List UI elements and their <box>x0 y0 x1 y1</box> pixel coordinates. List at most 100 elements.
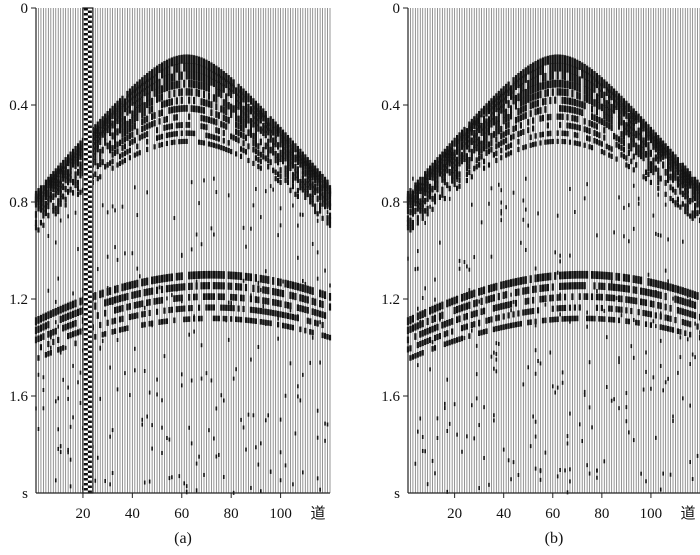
noisy-trace-cell <box>87 10 92 13</box>
noisy-trace-cell <box>87 90 92 93</box>
noisy-trace-cell <box>87 220 92 223</box>
noisy-trace-cell <box>87 140 92 143</box>
noisy-trace-cell <box>83 248 88 251</box>
noisy-trace-cell <box>87 380 92 383</box>
noisy-trace-cell <box>83 48 88 51</box>
noisy-trace-cell <box>83 28 88 31</box>
panel-label: (b) <box>545 530 564 547</box>
noisy-trace-cell <box>83 358 88 361</box>
noisy-trace-cell <box>87 430 92 433</box>
noisy-trace-cell <box>87 400 92 403</box>
noisy-trace-cell <box>83 243 88 246</box>
noisy-trace-cell <box>87 435 92 438</box>
noisy-trace-cell <box>83 473 88 476</box>
noisy-trace-cell <box>87 55 92 58</box>
noisy-trace-cell <box>83 308 88 311</box>
noisy-trace-cell <box>87 350 92 353</box>
noisy-trace-cell <box>83 263 88 266</box>
noisy-trace-cell <box>83 288 88 291</box>
noisy-trace-cell <box>87 450 92 453</box>
noisy-trace-cell <box>83 423 88 426</box>
noisy-trace-cell <box>87 405 92 408</box>
noisy-trace-cell <box>87 110 92 113</box>
noisy-trace-cell <box>83 138 88 141</box>
noisy-trace-cell <box>83 153 88 156</box>
noisy-trace-cell <box>83 383 88 386</box>
noisy-trace-cell <box>83 63 88 66</box>
noisy-trace-cell <box>87 310 92 313</box>
noisy-trace-cell <box>83 208 88 211</box>
x-tick-label: 40 <box>496 506 511 522</box>
noisy-trace-cell <box>83 283 88 286</box>
noisy-trace-cell <box>87 195 92 198</box>
noisy-trace-cell <box>87 15 92 18</box>
noisy-trace-cell <box>87 105 92 108</box>
x-tick-label: 100 <box>640 506 663 522</box>
noisy-trace-cell <box>87 455 92 458</box>
y-unit-label: s <box>394 486 400 502</box>
noisy-trace-cell <box>87 250 92 253</box>
noisy-trace-cell <box>87 85 92 88</box>
noisy-trace-cell <box>83 173 88 176</box>
noisy-trace-cell <box>87 135 92 138</box>
noisy-trace-cell <box>87 335 92 338</box>
noisy-trace-cell <box>83 178 88 181</box>
noisy-trace-cell <box>83 293 88 296</box>
noisy-trace-cell <box>87 190 92 193</box>
x-tick-label: 40 <box>125 506 140 522</box>
noisy-trace-cell <box>83 33 88 36</box>
noisy-trace-cell <box>83 223 88 226</box>
noisy-trace-cell <box>87 45 92 48</box>
noisy-trace-cell <box>83 323 88 326</box>
noisy-trace-cell <box>87 470 92 473</box>
noisy-trace-cell <box>87 460 92 463</box>
noisy-trace-cell <box>87 145 92 148</box>
noisy-trace-cell <box>83 188 88 191</box>
noisy-trace-cell <box>83 133 88 136</box>
x-tick-label: 60 <box>174 506 189 522</box>
noisy-trace-cell <box>83 488 88 491</box>
noisy-trace-cell <box>83 118 88 121</box>
noisy-trace-cell <box>83 238 88 241</box>
noisy-trace-cell <box>87 170 92 173</box>
noisy-trace-cell <box>87 490 92 493</box>
noisy-trace-cell <box>87 420 92 423</box>
noisy-trace-cell <box>83 273 88 276</box>
noisy-trace-cell <box>83 113 88 116</box>
noisy-trace-cell <box>83 403 88 406</box>
noisy-trace-cell <box>83 158 88 161</box>
trace-lines <box>35 8 331 493</box>
noisy-trace-cell <box>87 125 92 128</box>
noisy-trace-cell <box>83 38 88 41</box>
noisy-trace-cell <box>83 183 88 186</box>
x-tick-label: 80 <box>224 506 239 522</box>
noisy-trace-cell <box>83 228 88 231</box>
noisy-trace-cell <box>83 353 88 356</box>
noisy-trace-cell <box>87 50 92 53</box>
noisy-trace-cell <box>83 393 88 396</box>
panel-b: 0 0.4 0.8 1.2 1.6 s 20 40 60 80 100 道 (b) <box>381 1 700 547</box>
noisy-trace-cell <box>87 70 92 73</box>
noisy-trace-cell <box>83 378 88 381</box>
noisy-trace-cell <box>87 95 92 98</box>
y-tick-label: 0.4 <box>9 98 28 114</box>
noisy-trace-cell <box>83 463 88 466</box>
noisy-trace-cell <box>83 363 88 366</box>
noisy-trace-cell <box>83 23 88 26</box>
noisy-trace-cell <box>83 13 88 16</box>
noisy-trace-cell <box>83 163 88 166</box>
axes: 0 0.4 0.8 1.2 1.6 s 20 40 60 80 100 道 <box>9 1 330 522</box>
axes: 0 0.4 0.8 1.2 1.6 s 20 40 60 80 100 道 <box>381 1 700 522</box>
noisy-trace-cell <box>87 270 92 273</box>
noisy-trace-cell <box>87 225 92 228</box>
noisy-trace-cell <box>87 175 92 178</box>
noisy-trace-cell <box>83 438 88 441</box>
noisy-trace-cell <box>87 445 92 448</box>
noisy-trace-cell <box>87 275 92 278</box>
noisy-trace-cell <box>83 268 88 271</box>
noisy-trace-cell <box>83 88 88 91</box>
noisy-trace-cell <box>87 235 92 238</box>
noisy-trace-cell <box>87 485 92 488</box>
noisy-trace-cell <box>87 330 92 333</box>
noisy-trace-cell <box>87 285 92 288</box>
